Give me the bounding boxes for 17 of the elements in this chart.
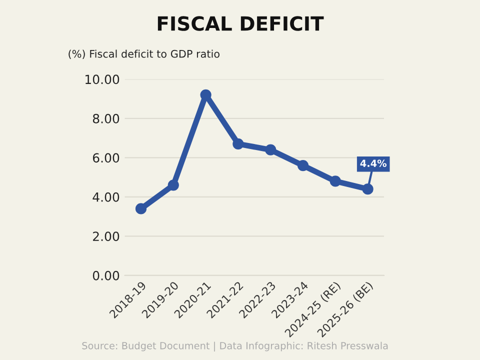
y-axis-title: (%) Fiscal deficit to GDP ratio — [68, 50, 220, 59]
y-tick-label: 0.00 — [92, 270, 120, 280]
point — [135, 203, 147, 214]
point — [265, 144, 276, 156]
y-tick-label: 6.00 — [92, 153, 120, 163]
y-tick-label: 2.00 — [93, 232, 120, 242]
point — [362, 184, 374, 195]
y-tick-label: 8.00 — [92, 114, 120, 124]
y-tick-label: 4.00 — [92, 192, 120, 202]
source-note: Source: Budget Document | Data Infographic: Ritesh Presswala — [82, 342, 388, 352]
point — [330, 176, 341, 187]
point — [168, 180, 179, 191]
point — [297, 160, 309, 172]
chart-title: FISCAL DEFICIT — [158, 16, 324, 31]
annotation: 4.4% — [360, 160, 387, 167]
y-tick-label: 10.00 — [86, 74, 120, 84]
point — [232, 138, 244, 150]
